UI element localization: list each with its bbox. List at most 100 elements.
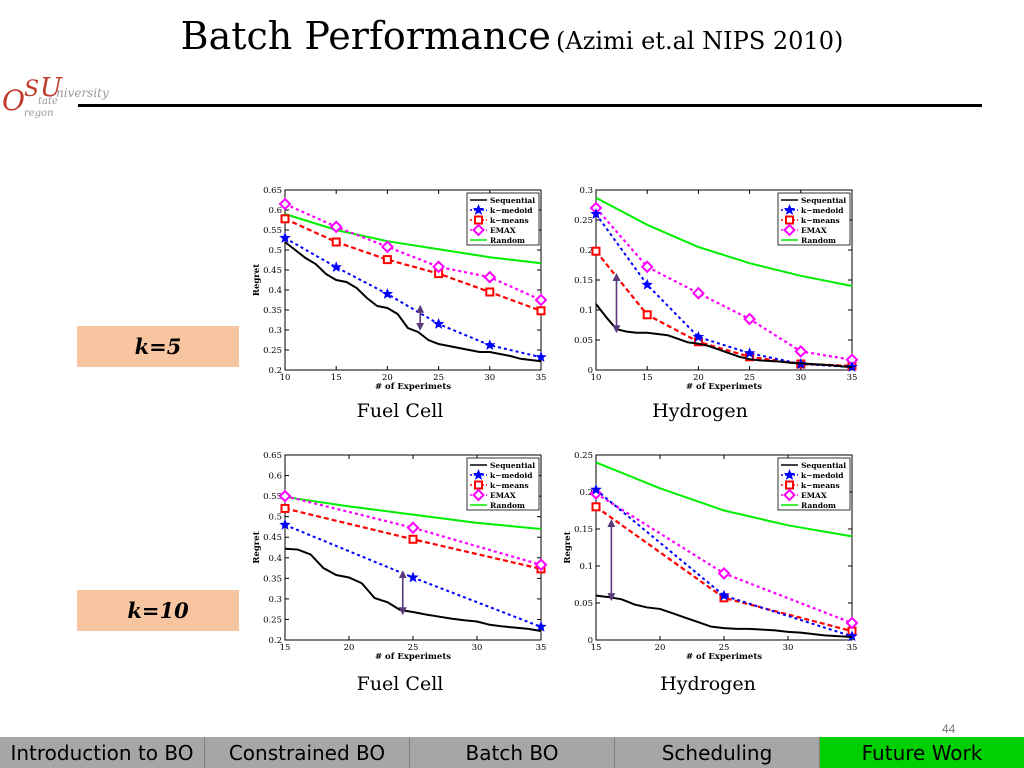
- legend-marker-k-means: [474, 480, 483, 490]
- legend-label-sequential: Sequential: [801, 196, 846, 205]
- x-tick-label: 25: [744, 373, 755, 383]
- point-emax: [534, 558, 548, 572]
- series-line-k-means: [595, 250, 853, 367]
- series-line-emax: [284, 202, 542, 302]
- y-tick-label: 0.25: [574, 216, 593, 226]
- k5-label: k=5: [77, 326, 239, 367]
- legend-label-k-medoid: k−medoid: [801, 471, 844, 480]
- series-sequential: [284, 241, 542, 363]
- legend-label-k-medoid: k−medoid: [490, 206, 533, 215]
- series-line-sequential: [284, 241, 542, 363]
- point-k-means: [591, 246, 601, 256]
- x-tick-label: 15: [642, 373, 653, 383]
- y-tick-label: 0.35: [263, 574, 282, 584]
- series-line-random: [595, 196, 853, 287]
- legend-label-sequential: Sequential: [490, 196, 535, 205]
- legend-marker-emax: [783, 488, 796, 502]
- point-k-medoid: [381, 288, 394, 299]
- nav-constrained-bo[interactable]: Constrained BO: [204, 737, 409, 768]
- y-axis-label: Regret: [563, 531, 573, 563]
- point-emax: [329, 220, 343, 234]
- point-k-means: [591, 502, 601, 512]
- y-tick-label: 0.05: [574, 336, 593, 346]
- series-emax: [589, 487, 859, 630]
- legend-marker-k-means: [785, 215, 794, 225]
- point-k-means: [485, 287, 495, 297]
- point-k-medoid: [535, 620, 547, 632]
- legend-marker-k-means: [474, 215, 483, 225]
- x-tick-label: 25: [408, 643, 419, 653]
- x-tick-label: 35: [847, 373, 858, 383]
- point-k-medoid: [590, 483, 602, 495]
- x-tick-label: 15: [280, 643, 291, 653]
- x-tick-label: 35: [536, 373, 547, 383]
- chart-fuelcell-k5: 0.2 0.25 0.3 0.35 0.4 0.45 0.5 0.55 0.6 0.65 10 15 2…: [252, 186, 548, 392]
- y-axis-label: Regret: [252, 531, 262, 563]
- x-tick-label: 20: [344, 643, 355, 653]
- series-random: [284, 495, 542, 530]
- legend-label-random: Random: [490, 236, 525, 245]
- legend-label-k-medoid: k−medoid: [801, 206, 844, 215]
- y-tick-label: 0.4: [268, 554, 282, 564]
- y-tick-label: 0.55: [263, 226, 282, 236]
- point-emax: [743, 312, 757, 326]
- x-axis-label: # of Experimets: [375, 382, 451, 392]
- y-tick-label: 0.4: [268, 286, 282, 296]
- caption-hydrogen-k5: Hydrogen: [652, 400, 748, 422]
- point-k-medoid: [743, 347, 756, 359]
- point-k-medoid: [846, 630, 858, 642]
- point-k-means: [536, 306, 546, 316]
- series-line-k-means: [595, 505, 853, 633]
- point-emax: [640, 260, 654, 274]
- legend-label-k-medoid: k−medoid: [490, 471, 533, 480]
- x-tick-label: 35: [847, 643, 858, 653]
- legend-label-emax: EMAX: [801, 226, 827, 235]
- series-line-sequential: [595, 594, 853, 639]
- x-tick-label: 30: [783, 643, 794, 653]
- legend-label-k-means: k−means: [490, 481, 529, 490]
- point-emax: [534, 293, 548, 307]
- nav-batch-bo[interactable]: Batch BO: [409, 737, 614, 768]
- y-tick-label: 0: [588, 636, 593, 646]
- x-tick-label: 15: [591, 643, 602, 653]
- logo-word-niversity: niversity: [56, 86, 109, 100]
- legend-label-random: Random: [801, 236, 836, 245]
- caption-fuelcell-k10: Fuel Cell: [356, 673, 444, 695]
- series-line-random: [284, 213, 542, 265]
- nav-future-work[interactable]: Future Work: [819, 737, 1024, 768]
- point-k-medoid: [407, 571, 419, 583]
- x-tick-label: 35: [536, 643, 547, 653]
- legend-label-emax: EMAX: [490, 226, 516, 235]
- chart-fuelcell-k10: 0.2 0.25 0.3 0.35 0.4 0.45 0.5 0.55 0.6 0.65 15 20 2…: [252, 451, 548, 662]
- y-tick-label: 0.45: [263, 533, 282, 543]
- point-k-medoid: [590, 208, 602, 219]
- series-line-sequential: [595, 303, 853, 368]
- nav-introduction-to-bo[interactable]: Introduction to BO: [0, 737, 204, 768]
- legend-label-emax: EMAX: [801, 491, 827, 500]
- point-emax: [432, 260, 446, 274]
- x-tick-label: 20: [693, 373, 704, 383]
- y-tick-label: 0.5: [268, 513, 282, 523]
- series-sequential: [595, 303, 853, 368]
- point-k-means: [408, 534, 418, 544]
- legend-marker-emax: [472, 488, 485, 502]
- point-emax: [406, 521, 420, 535]
- legend-label-random: Random: [490, 501, 525, 510]
- y-tick-label: 0.2: [268, 636, 282, 646]
- nav-scheduling[interactable]: Scheduling: [614, 737, 819, 768]
- point-emax: [691, 286, 705, 300]
- series-k-medoid: [279, 232, 547, 363]
- caption-hydrogen-k10: Hydrogen: [660, 673, 756, 695]
- y-tick-label: 0.3: [268, 595, 282, 605]
- y-tick-label: 0.3: [579, 186, 593, 196]
- chart-hydrogen-k5: 0 0.05 0.1 0.15 0.2 0.25 0.3 10 15 20 25 30 35 # of E…: [574, 186, 859, 392]
- caption-fuelcell-k5: Fuel Cell: [356, 400, 444, 422]
- y-tick-label: 0.45: [263, 266, 282, 276]
- point-k-medoid: [279, 232, 291, 243]
- y-tick-label: 0.2: [579, 488, 593, 498]
- series-line-k-medoid: [284, 237, 542, 359]
- x-tick-label: 25: [719, 643, 730, 653]
- logo-letter-u: U: [40, 73, 63, 103]
